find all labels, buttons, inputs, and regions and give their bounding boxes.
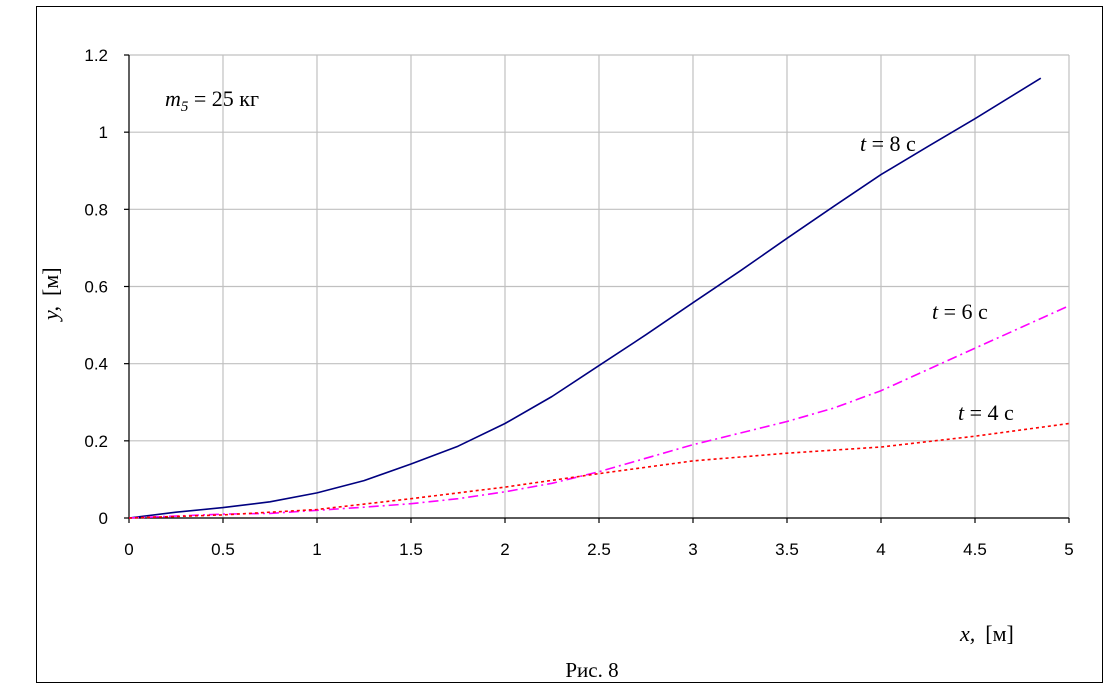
axes (124, 54, 1070, 523)
x-tick-label: 4 (876, 540, 885, 559)
mass-var: m (165, 86, 181, 111)
x-tick-label: 0.5 (211, 540, 235, 559)
x-axis-var: x, (959, 621, 975, 646)
series-line-2 (128, 305, 1070, 519)
y-tick-label: 0 (99, 509, 108, 528)
x-tick-label: 2 (500, 540, 509, 559)
x-tick-label: 3.5 (775, 540, 799, 559)
x-axis-label: x, [м] (959, 621, 1014, 646)
mass-annotation: m5 = 25 кг (165, 86, 259, 115)
y-tick-label: 1 (99, 123, 108, 142)
series-label-rest: = 8 с (866, 131, 916, 156)
series-line-1 (128, 77, 1042, 519)
mass-value: = 25 кг (188, 86, 259, 111)
series-label-var: t (860, 131, 867, 156)
y-tick-label: 0.8 (84, 200, 108, 219)
y-axis-unit: [м] (38, 267, 63, 296)
y-axis-var: y, (38, 306, 63, 322)
series-line-3 (128, 422, 1070, 519)
series-label-rest: = 4 с (964, 400, 1014, 425)
x-axis-unit: [м] (985, 621, 1014, 646)
y-tick-label: 0.4 (84, 355, 108, 374)
mass-subscript: 5 (181, 99, 189, 115)
y-tick-label: 0.2 (84, 432, 108, 451)
x-tick-labels: 0 0.5 1 1.5 2 2.5 3 3.5 4 4.5 5 (124, 540, 1073, 559)
series-label-t8: t = 8 с (860, 131, 916, 156)
x-tick-label: 1.5 (399, 540, 423, 559)
x-tick-label: 0 (124, 540, 133, 559)
y-axis-label: y, [м] (38, 267, 63, 322)
x-tick-label: 4.5 (963, 540, 987, 559)
series-label-var: t (932, 299, 939, 324)
series-label-var: t (958, 400, 965, 425)
x-tick-label: 1 (312, 540, 321, 559)
series-label-t4: t = 4 с (958, 400, 1014, 425)
x-tick-label: 3 (688, 540, 697, 559)
x-tick-label: 5 (1064, 540, 1073, 559)
y-tick-label: 1.2 (84, 46, 108, 65)
grid (128, 54, 1070, 519)
figure-caption: Рис. 8 (565, 658, 618, 682)
chart-frame (36, 6, 1103, 683)
series-label-t6: t = 6 с (932, 299, 988, 324)
series-label-rest: = 6 с (938, 299, 988, 324)
y-tick-label: 0.6 (84, 278, 108, 297)
x-tick-label: 2.5 (587, 540, 611, 559)
y-tick-labels: 0 0.2 0.4 0.6 0.8 1 1.2 (84, 46, 108, 528)
series-lines (128, 77, 1070, 519)
